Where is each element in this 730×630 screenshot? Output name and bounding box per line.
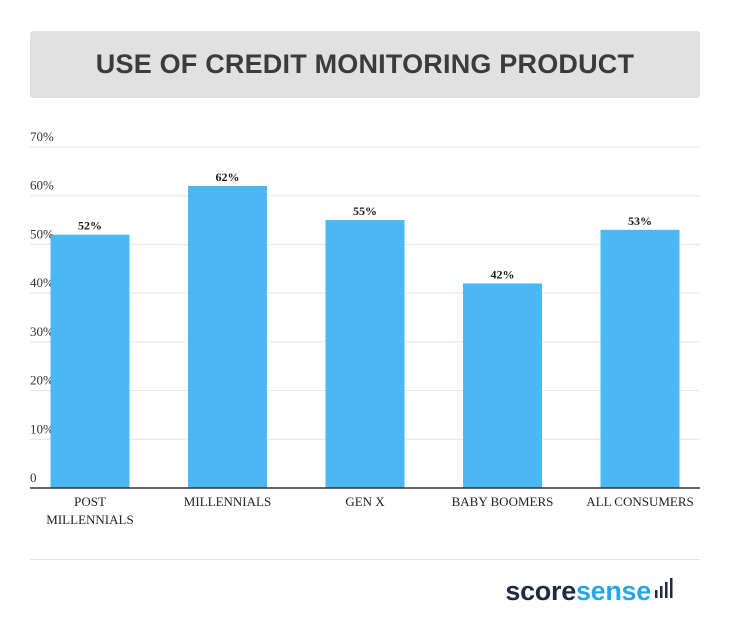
y-tick-label: 30% [30, 324, 54, 339]
bar [188, 185, 267, 488]
bar [325, 220, 405, 489]
y-tick-label: 60% [30, 178, 54, 193]
chart-title-banner: USE OF CREDIT MONITORING PRODUCT [30, 31, 700, 98]
x-category-label-line: ALL CONSUMERS [586, 494, 694, 509]
y-tick-label: 40% [30, 275, 54, 290]
x-category-label-line: MILLENNIALS [184, 494, 271, 509]
x-category-label-line: POST [74, 494, 106, 509]
data-label: 62% [216, 170, 240, 184]
bar [50, 234, 130, 488]
logo-part-sense: sense [575, 576, 651, 606]
y-tick-label: 0 [30, 470, 37, 485]
chart-title: USE OF CREDIT MONITORING PRODUCT [95, 49, 635, 79]
x-category-label-line: GEN X [345, 494, 385, 509]
y-tick-label: 20% [30, 373, 54, 388]
data-label: 52% [78, 219, 102, 233]
x-category-label: MILLENNIALS [184, 494, 271, 509]
scoresense-logo: scoresense [505, 578, 674, 605]
signal-bars-icon [655, 578, 673, 598]
y-tick-label: 10% [30, 421, 54, 436]
data-label: 53% [628, 214, 652, 228]
footer-divider [30, 559, 700, 560]
y-tick-label: 50% [30, 226, 54, 241]
data-label: 55% [353, 204, 377, 218]
logo-part-score: score [505, 576, 576, 606]
logo-wordmark: scoresense [505, 578, 651, 605]
x-category-label-line: MILLENNIALS [46, 512, 133, 527]
x-category-label: POST MILLENNIALS [46, 494, 133, 527]
bar [600, 229, 680, 489]
data-label: 42% [491, 267, 515, 281]
x-category-label: GEN X [345, 494, 385, 509]
bar [463, 283, 542, 488]
x-category-label-line: BABY BOOMERS [452, 494, 554, 509]
y-tick-label: 70% [30, 129, 54, 144]
x-category-label: BABY BOOMERS [452, 494, 554, 509]
bar-chart: 0 10% 20% 30% 40% 50% 60% 70% 52% POST MILLENNIALS… [30, 129, 700, 527]
x-category-label: ALL CONSUMERS [586, 494, 694, 509]
